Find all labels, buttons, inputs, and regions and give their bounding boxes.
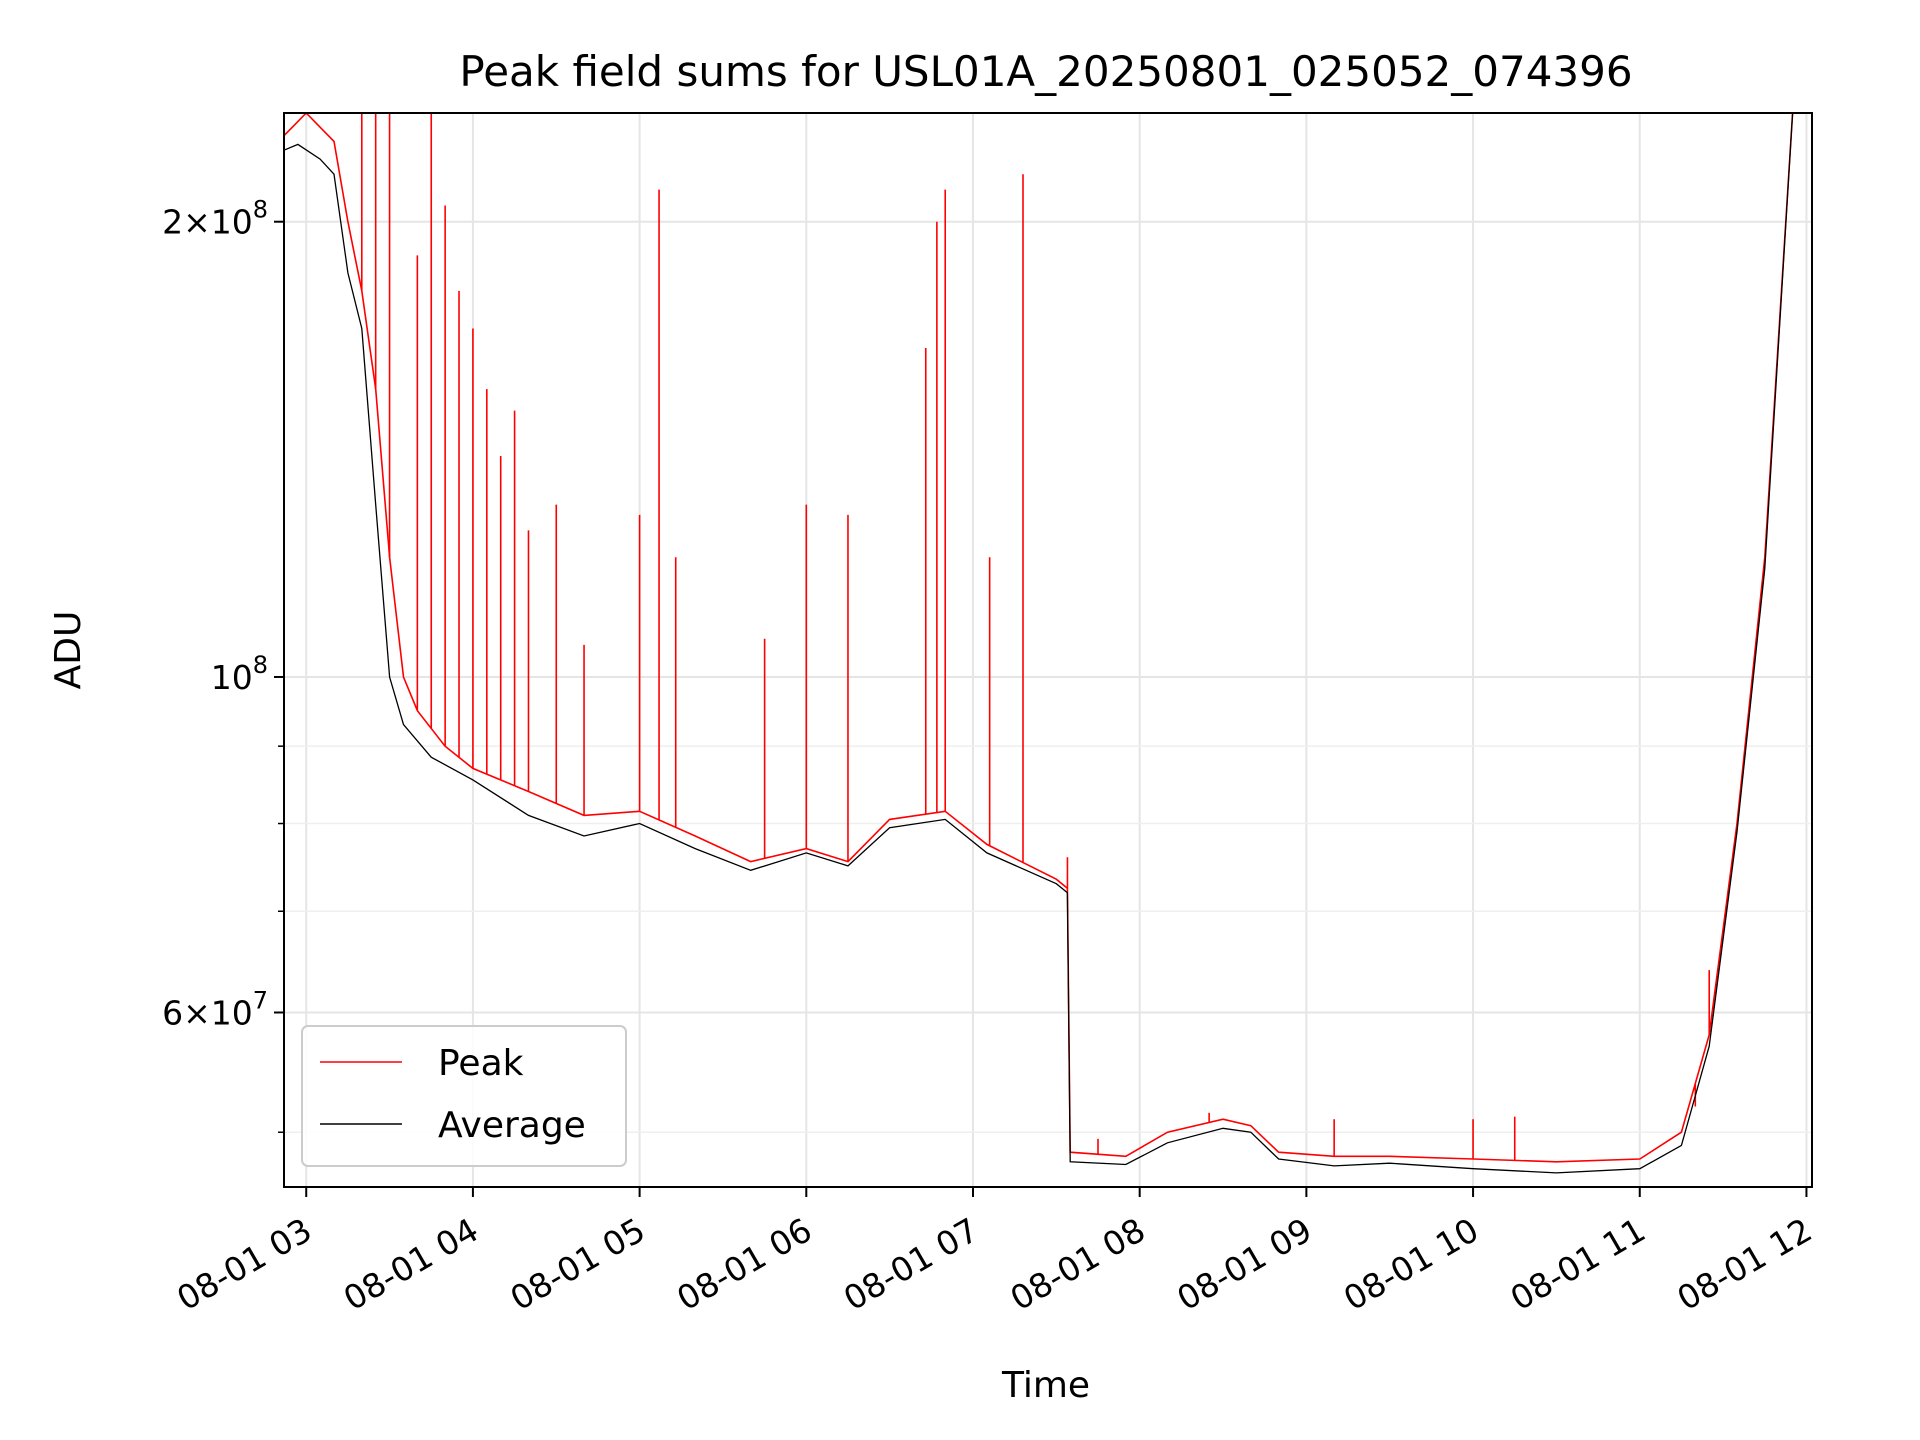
y-tick-label: 6×107 <box>162 986 268 1032</box>
y-tick-label: 108 <box>211 651 268 697</box>
chart-title: Peak field sums for USL01A_20250801_0250… <box>459 47 1632 96</box>
grid <box>284 113 1812 1187</box>
series-peak <box>284 113 1794 1163</box>
series-average <box>284 113 1794 1174</box>
y-tick-label: 2×108 <box>162 196 268 242</box>
x-axis-label: Time <box>1001 1365 1090 1406</box>
legend-label-peak: Peak <box>438 1043 524 1084</box>
legend: Peak Average <box>301 1025 627 1167</box>
y-axis-label: ADU <box>48 611 89 690</box>
legend-label-average: Average <box>438 1105 586 1146</box>
plot-area <box>284 113 1794 1174</box>
y-axis: 6×107 108 2×108 <box>162 196 284 1133</box>
series-line <box>284 113 1794 1174</box>
legend-box <box>301 1025 627 1167</box>
plot-frame <box>283 112 1813 1188</box>
